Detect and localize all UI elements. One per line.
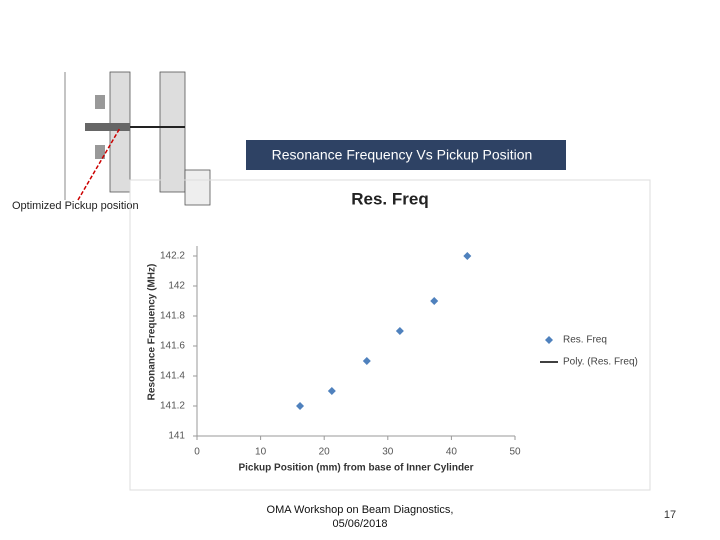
data-point (327, 387, 336, 395)
x-tick-label: 0 (194, 447, 200, 458)
x-tick-label: 10 (255, 447, 267, 458)
footer-date: 05/06/2018 (332, 518, 387, 530)
legend-marker (545, 336, 553, 344)
legend-label: Poly. (Res. Freq) (563, 357, 638, 368)
data-point (296, 402, 305, 410)
banner-bg (246, 140, 566, 170)
y-tick-label: 141.2 (160, 401, 185, 412)
y-tick-label: 142.2 (160, 251, 185, 262)
y-tick-label: 141.4 (160, 371, 185, 382)
footer: OMA Workshop on Beam Diagnostics, (267, 504, 454, 516)
x-axis-label: Pickup Position (mm) from base of Inner … (238, 463, 473, 474)
data-point (362, 357, 371, 365)
x-tick-label: 50 (509, 447, 521, 458)
pickup-drawing: Optimized Pickup position (12, 71, 211, 212)
y-tick-label: 141.6 (160, 341, 185, 352)
x-tick-label: 30 (382, 447, 394, 458)
chart-title: Res. Freq (351, 189, 428, 208)
x-tick-label: 40 (446, 447, 458, 458)
data-point (463, 252, 472, 260)
drawing-label: Optimized Pickup position (12, 200, 139, 212)
banner: Resonance Frequency Vs Pickup Position (272, 147, 533, 163)
page-number: 17 (664, 509, 676, 521)
y-tick-label: 142 (168, 281, 185, 292)
chart-frame (129, 179, 651, 491)
data-point (395, 327, 404, 335)
x-tick-label: 20 (319, 447, 331, 458)
y-tick-label: 141 (168, 431, 185, 442)
y-axis-label: Resonance Frequency (MHz) (147, 264, 158, 401)
legend-label: Res. Freq (563, 335, 607, 346)
y-tick-label: 141.8 (160, 311, 185, 322)
data-point (430, 297, 439, 305)
